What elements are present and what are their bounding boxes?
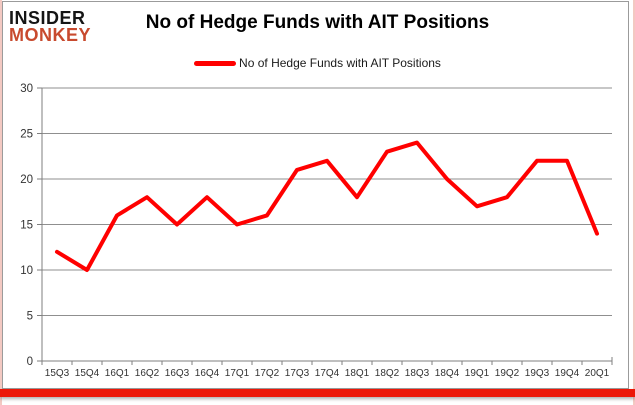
y-axis-label: 20	[20, 174, 33, 186]
x-axis-label: 18Q2	[375, 368, 400, 379]
data-line	[55, 140, 599, 272]
legend-key-line	[194, 60, 237, 66]
x-axis-label: 16Q4	[195, 368, 220, 379]
chart-outer-frame	[2, 1, 629, 389]
y-axis-label: 25	[20, 129, 33, 141]
logo-line2: MONKEY	[9, 24, 92, 45]
x-axis-label: 17Q1	[225, 368, 250, 379]
x-axis-label: 16Q1	[105, 368, 130, 379]
logo-line1: INSIDER	[9, 8, 86, 28]
x-axis-label: 16Q2	[135, 368, 160, 379]
legend-label: No of Hedge Funds with AIT Positions	[239, 56, 441, 70]
x-axis-label: 19Q3	[525, 368, 550, 379]
x-axis-label: 15Q3	[45, 368, 70, 379]
chart-title: No of Hedge Funds with AIT Positions	[145, 12, 490, 33]
x-axis-label: 18Q4	[435, 368, 460, 379]
x-axis-label: 19Q1	[465, 368, 490, 379]
x-axis-label: 17Q2	[255, 368, 280, 379]
x-axis-label: 19Q2	[495, 368, 520, 379]
insider-monkey-logo[interactable]: INSIDER MONKEY	[9, 8, 92, 45]
left-page-border	[0, 0, 2, 405]
x-axis-label: 17Q4	[315, 368, 340, 379]
x-axis-label: 17Q3	[285, 368, 310, 379]
x-axis-label: 15Q4	[75, 368, 100, 379]
x-axis-label: 18Q3	[405, 368, 430, 379]
right-page-border	[633, 0, 635, 405]
bottom-red-bar	[0, 389, 635, 397]
y-axis-label: 0	[27, 356, 33, 368]
y-axis-label: 5	[27, 311, 33, 323]
x-axis-label: 16Q3	[165, 368, 190, 379]
y-axis-label: 30	[20, 83, 33, 95]
x-axis-label: 20Q1	[585, 368, 610, 379]
chart-legend: No of Hedge Funds with AIT Positions	[0, 56, 635, 70]
y-axis-label: 15	[20, 220, 33, 232]
y-axis-label: 10	[20, 265, 33, 277]
x-axis-label: 18Q1	[345, 368, 370, 379]
x-axis-label: 19Q4	[555, 368, 580, 379]
